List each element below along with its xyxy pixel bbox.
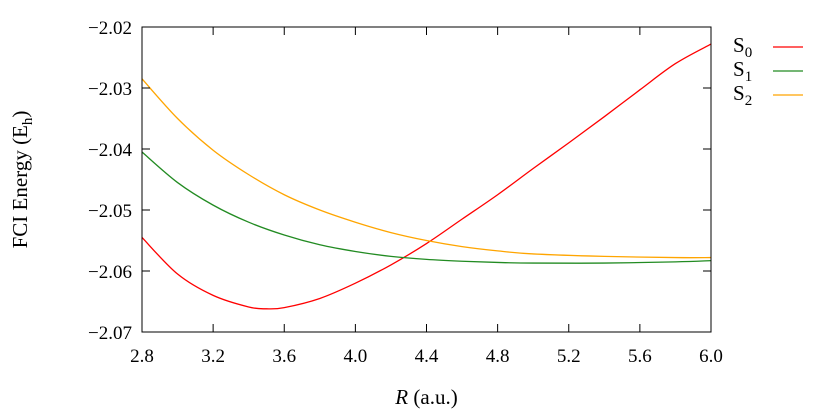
x-label-variable: R [394,385,408,409]
x-label-unit: (a.u.) [408,385,458,409]
legend-label-base: S [733,81,745,105]
plot-frame [141,26,712,333]
y-tick-label: −2.04 [88,140,132,161]
y-tick-label: −2.03 [88,79,132,100]
x-tick-label: 4.8 [486,346,510,367]
legend-label: S1 [733,57,752,85]
legend-label-base: S [733,33,745,57]
curves [141,43,712,310]
legend-label: S2 [733,81,752,109]
ticks: 2.8 3.2 3.6 4.0 4.4 4.8 5.2 5.6 6.0 −2.02 −2.03 −2.… [88,18,723,367]
x-tick-label: 2.8 [130,346,154,367]
legend-label-base: S [733,57,745,81]
y-tick-label: −2.02 [88,18,132,39]
y-tick-label: −2.05 [88,201,132,222]
x-tick-label: 6.0 [699,346,723,367]
y-label-sub: h [20,117,36,125]
x-tick-label: 4.4 [415,346,439,367]
legend-label-sub: 2 [745,93,753,109]
legend-label-sub: 1 [745,69,753,85]
y-tick-label: −2.07 [88,323,132,344]
x-tick-label: 4.0 [344,346,368,367]
series-line-S0 [141,43,712,310]
x-tick-label: 5.2 [557,346,581,367]
legend-label: S0 [733,33,752,61]
x-tick-label: 3.2 [201,346,225,367]
x-axis-label: R (a.u.) [394,385,457,409]
series-line-S2 [141,78,712,259]
y-label-main: FCI Energy (E [8,125,32,248]
y-axis-label: FCI Energy (Eh) [8,111,36,249]
x-tick-label: 3.6 [272,346,296,367]
y-label-end: ) [8,111,32,118]
legend-label-sub: 0 [745,45,753,61]
x-tick-label: 5.6 [628,346,652,367]
y-tick-label: −2.06 [88,262,132,283]
series-line-S1 [141,151,712,264]
